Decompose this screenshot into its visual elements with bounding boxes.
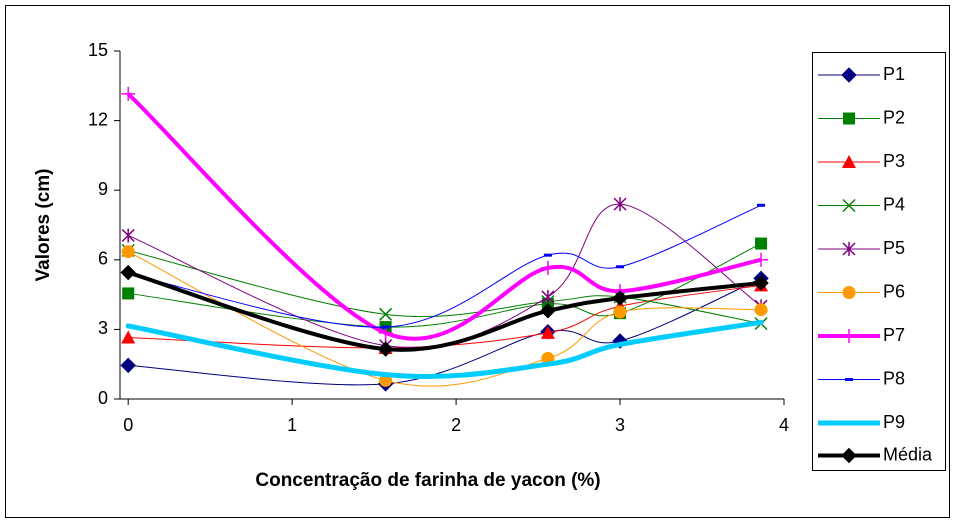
marker	[842, 155, 856, 168]
data-point	[383, 372, 389, 378]
x-tick-label: 4	[779, 415, 789, 435]
legend-label: P4	[883, 194, 905, 214]
legend-item: Média	[818, 444, 933, 464]
legend-label: P7	[883, 325, 905, 345]
series-line	[128, 284, 762, 349]
marker	[841, 447, 857, 464]
marker	[379, 307, 393, 321]
data-point	[545, 361, 551, 367]
marker	[122, 287, 135, 300]
legend-label: P9	[883, 412, 905, 432]
series-line	[128, 277, 762, 386]
legend-item: P7	[818, 325, 905, 345]
marker	[842, 198, 856, 213]
series-line	[127, 270, 762, 352]
x-tick-label: 0	[123, 415, 133, 435]
series-line	[128, 203, 762, 348]
marker	[540, 260, 555, 275]
marker	[121, 330, 136, 344]
y-tick-label: 3	[98, 318, 108, 338]
y-tick-label: 0	[98, 388, 108, 408]
marker	[541, 289, 555, 304]
legend-label: P5	[883, 238, 905, 258]
data-point	[617, 341, 623, 347]
x-tick-label: 1	[287, 415, 297, 435]
y-tick-label: 6	[98, 249, 108, 269]
marker	[842, 242, 856, 256]
marker	[841, 67, 857, 83]
x-axis-title: Concentração de farinha de yacon (%)	[255, 470, 600, 491]
series-line	[127, 319, 762, 379]
marker	[842, 286, 856, 299]
y-tick-label: 15	[88, 40, 108, 60]
series-line	[126, 92, 762, 341]
legend-item: P6	[818, 281, 905, 301]
data-point	[758, 319, 764, 325]
legend-label: P8	[883, 368, 905, 388]
chart-border	[5, 5, 950, 518]
marker	[121, 228, 135, 243]
legend-box	[812, 52, 946, 471]
legend-item: P4	[818, 194, 905, 214]
data-point	[125, 323, 131, 329]
legend-item: P2	[818, 107, 905, 127]
legend-item: P8	[818, 368, 905, 388]
series-line	[128, 204, 762, 328]
legend-label: P6	[883, 281, 905, 301]
marker	[843, 112, 855, 125]
x-tick-label: 3	[615, 415, 625, 435]
y-tick-label: 12	[88, 109, 108, 129]
legend-item: P3	[818, 151, 905, 171]
legend-item: P9	[818, 412, 905, 432]
marker	[120, 264, 136, 281]
marker	[754, 303, 768, 317]
marker	[612, 290, 628, 306]
marker	[755, 237, 768, 250]
y-tick-label: 9	[98, 179, 108, 199]
series-line	[128, 250, 762, 325]
x-tick-label: 2	[451, 415, 461, 435]
legend-item: P5	[818, 238, 905, 258]
legend-label: P3	[883, 151, 905, 171]
marker	[753, 275, 769, 291]
marker	[377, 341, 394, 357]
marker	[540, 303, 556, 319]
marker	[613, 305, 627, 319]
legend-item: P1	[818, 64, 905, 84]
legend-label: P1	[883, 64, 905, 84]
series-line	[128, 243, 762, 328]
marker	[121, 245, 135, 259]
marker	[120, 357, 136, 374]
marker	[613, 197, 627, 212]
marker	[121, 86, 136, 101]
marker	[842, 329, 856, 343]
legend-label: Média	[883, 444, 933, 464]
marker	[754, 252, 769, 267]
marker	[540, 325, 555, 339]
y-axis-title: Valores (cm)	[33, 169, 54, 282]
legend-label: P2	[883, 107, 905, 127]
